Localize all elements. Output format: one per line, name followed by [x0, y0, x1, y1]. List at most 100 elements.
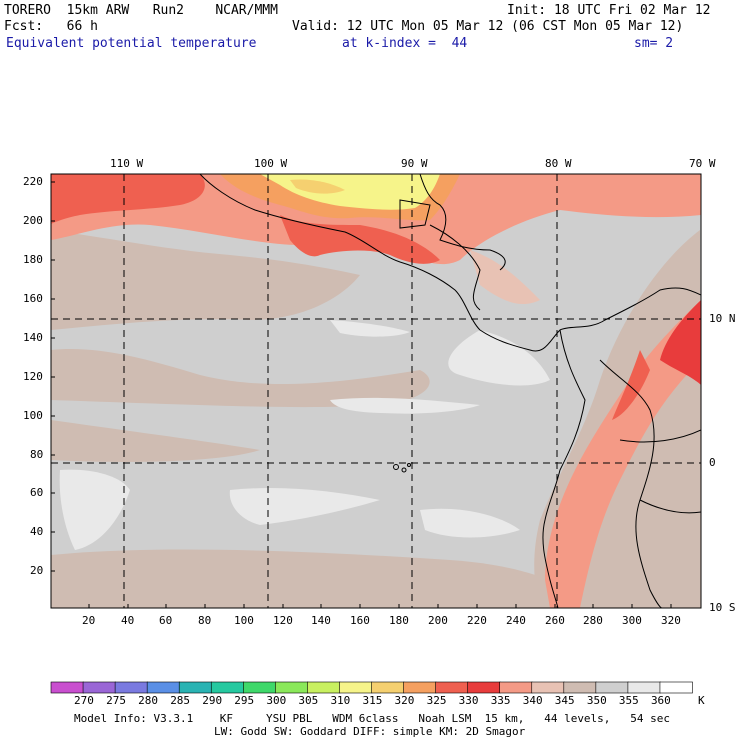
colorbar-swatch — [210, 681, 245, 694]
colorbar-label: 280 — [138, 694, 159, 707]
x-tick-label: 180 — [389, 614, 409, 627]
valid-time: Valid: 12 UTC Mon 05 Mar 12 (06 CST Mon … — [292, 19, 684, 34]
x-tick-label: 260 — [545, 614, 565, 627]
colorbar-swatch — [114, 681, 148, 694]
colorbar-swatch — [563, 681, 597, 694]
x-tick-label: 280 — [583, 614, 603, 627]
lat-label: 10 S — [709, 601, 736, 614]
field-patch-345b — [51, 349, 430, 408]
field-light-e — [420, 508, 520, 538]
field-light-f — [330, 320, 410, 337]
colorbar-swatch — [339, 681, 373, 694]
x-tick-label: 200 — [428, 614, 448, 627]
map-field — [51, 174, 701, 608]
galapagos-island — [393, 464, 399, 470]
colorbar-label: 285 — [170, 694, 191, 707]
lon-label: 100 W — [254, 157, 288, 170]
y-tick-label: 120 — [23, 370, 43, 383]
y-tick-label: 220 — [23, 175, 43, 188]
colorbar-label: 350 — [586, 694, 607, 707]
border-guatemala — [399, 199, 431, 229]
colorbar-swatch — [371, 681, 405, 694]
field-coast-340 — [51, 174, 701, 265]
x-tick-label: 140 — [311, 614, 331, 627]
colorbar-swatch — [82, 681, 116, 694]
field-yellow-core — [290, 179, 345, 194]
forecast-hour: Fcst: 66 h — [4, 19, 98, 34]
colorbar — [50, 681, 693, 694]
field-red-east — [660, 300, 701, 385]
lon-label: 110 W — [110, 157, 144, 170]
colorbar-label: 320 — [394, 694, 415, 707]
colorbar-swatch — [435, 681, 469, 694]
y-tick-label: 100 — [23, 409, 43, 422]
lon-label: 90 W — [401, 157, 428, 170]
colorbar-label: 310 — [330, 694, 351, 707]
colorbar-label: 330 — [458, 694, 479, 707]
field-light-d — [229, 488, 380, 525]
init-time: Init: 18 UTC Fri 02 Mar 12 — [507, 3, 711, 18]
colorbar-label: 290 — [202, 694, 223, 707]
coastline-south-america — [542, 329, 586, 608]
y-tick-label: 80 — [30, 448, 44, 461]
colorbar-label: 340 — [522, 694, 543, 707]
field-red-andes — [612, 350, 650, 420]
galapagos-island — [407, 463, 411, 467]
field-patch-345a — [51, 230, 360, 330]
y-tick-label: 20 — [30, 564, 44, 577]
lon-label: 80 W — [545, 157, 572, 170]
lat-label: 0 — [709, 456, 716, 469]
colorbar-label: 305 — [298, 694, 319, 707]
field-name: Equivalent potential temperature — [6, 36, 257, 51]
colorbar-swatch — [307, 681, 341, 694]
galapagos-island — [401, 467, 407, 473]
coastlines — [199, 174, 701, 608]
y-tick-label: 160 — [23, 292, 43, 305]
colorbar-label: 325 — [426, 694, 447, 707]
colorbar-unit: K — [698, 694, 705, 707]
colorbar-swatch — [275, 681, 309, 694]
colorbar-label: 315 — [362, 694, 383, 707]
x-tick-label: 220 — [467, 614, 487, 627]
field-light-b — [330, 397, 480, 414]
colorbar-label: 360 — [650, 694, 671, 707]
colorbar-swatch — [178, 681, 213, 694]
colorbar-label: 300 — [266, 694, 287, 707]
axis-ticks — [51, 181, 672, 608]
map-frame — [50, 173, 702, 609]
colorbar-swatch — [499, 681, 533, 694]
colorbar-label: 295 — [234, 694, 255, 707]
x-tick-label: 20 — [82, 614, 96, 627]
k-index: at k-index = 44 — [342, 36, 468, 51]
field-light-c — [59, 469, 130, 550]
x-tick-label: 40 — [121, 614, 135, 627]
x-tick-label: 100 — [234, 614, 254, 627]
colorbar-swatch — [467, 681, 501, 694]
field-patch-345d — [51, 549, 600, 608]
colorbar-label: 275 — [106, 694, 126, 707]
model-info: Model Info: V3.3.1 KF YSU PBL WDM 6class… — [74, 712, 671, 725]
colorbar-swatch — [243, 681, 277, 694]
x-tick-label: 60 — [159, 614, 173, 627]
field-andes-340 — [545, 300, 701, 608]
x-tick-label: 80 — [198, 614, 212, 627]
y-tick-label: 140 — [23, 331, 43, 344]
y-tick-label: 60 — [30, 486, 44, 499]
colorbar-label: 355 — [618, 694, 639, 707]
y-tick-label: 40 — [30, 525, 44, 538]
field-light-a — [448, 330, 550, 386]
x-tick-label: 160 — [350, 614, 370, 627]
colorbar-swatch — [50, 681, 84, 694]
border-andes — [599, 359, 663, 608]
field-red-gulf — [51, 174, 205, 224]
smoothing: sm= 2 — [634, 36, 674, 51]
colorbar-label: 270 — [74, 694, 94, 707]
graticule — [51, 174, 701, 608]
field-patch-345c — [51, 420, 260, 462]
y-tick-label: 200 — [23, 214, 43, 227]
colorbar-swatch — [403, 681, 437, 694]
field-patch-345f — [470, 250, 540, 305]
x-tick-label: 120 — [273, 614, 293, 627]
model-run-title: TORERO 15km ARW Run2 NCAR/MMM — [4, 3, 278, 18]
